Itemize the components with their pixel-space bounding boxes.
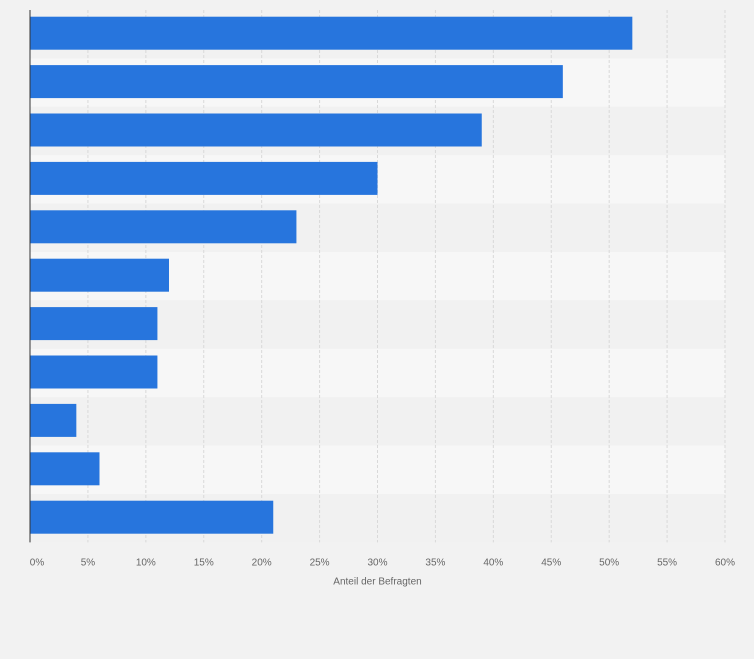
bar[interactable] (30, 500, 274, 534)
x-tick-label: 30% (367, 557, 387, 568)
x-tick-label: 0% (30, 557, 45, 568)
x-tick-label: 10% (136, 557, 156, 568)
bar[interactable] (30, 16, 633, 50)
x-tick-label: 25% (310, 557, 330, 568)
bar[interactable] (30, 210, 297, 244)
x-tick-label: 5% (81, 557, 96, 568)
bar[interactable] (30, 258, 169, 292)
x-tick-label: 45% (541, 557, 561, 568)
x-tick-label: 35% (425, 557, 445, 568)
x-tick-label: 55% (657, 557, 677, 568)
bar[interactable] (30, 403, 77, 437)
x-tick-label: 40% (483, 557, 503, 568)
bars (30, 16, 633, 534)
x-axis-title: Anteil der Befragten (333, 576, 421, 587)
x-tick-label: 60% (715, 557, 735, 568)
x-tick-label: 20% (252, 557, 272, 568)
bar[interactable] (30, 65, 563, 99)
bar[interactable] (30, 307, 158, 341)
bar[interactable] (30, 161, 378, 195)
x-tick-labels: 0% 5% 10% 15% 20% 25% 30% 35% 40% 45% 50% 55% 60% (30, 557, 735, 568)
bar[interactable] (30, 355, 158, 389)
x-tick-label: 15% (194, 557, 214, 568)
bar[interactable] (30, 113, 482, 147)
x-tick-label: 50% (599, 557, 619, 568)
bar[interactable] (30, 452, 100, 486)
